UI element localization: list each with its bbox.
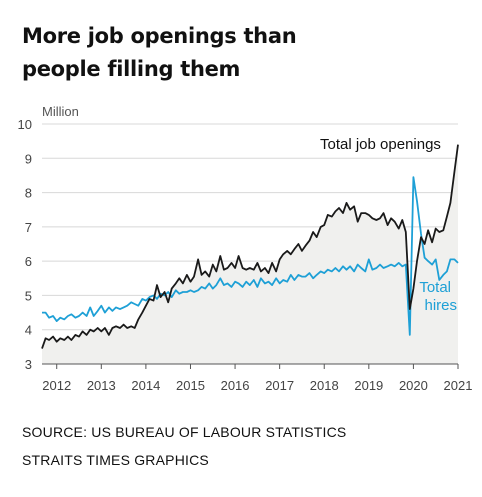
x-tick-label: 2016 bbox=[221, 378, 250, 393]
title-line-1: More job openings than bbox=[22, 24, 297, 48]
x-tick-label: 2013 bbox=[87, 378, 116, 393]
x-tick-label: 2021 bbox=[444, 378, 473, 393]
source-credit: SOURCE: US BUREAU OF LABOUR STATISTICS bbox=[22, 424, 347, 440]
y-tick-label: 8 bbox=[25, 186, 32, 201]
x-tick-label: 2019 bbox=[354, 378, 383, 393]
openings-area-fill bbox=[42, 144, 458, 364]
legend-label-total-hires-line2: hires bbox=[424, 297, 457, 314]
x-tick-label: 2012 bbox=[42, 378, 71, 393]
y-tick-label: 10 bbox=[18, 117, 32, 132]
x-tick-label: 2018 bbox=[310, 378, 339, 393]
x-tick-label: 2017 bbox=[265, 378, 294, 393]
x-tick-label: 2014 bbox=[131, 378, 160, 393]
y-tick-label: 6 bbox=[25, 254, 32, 269]
y-axis-label: Million bbox=[42, 104, 79, 119]
y-tick-label: 5 bbox=[25, 288, 32, 303]
series-line-total-job-openings bbox=[41, 144, 459, 349]
legend-label-total-hires: Total bbox=[419, 279, 451, 296]
legend-label-total-job-openings: Total job openings bbox=[320, 136, 441, 153]
series-line-total-hires bbox=[42, 176, 459, 336]
chart-title: More job openings than people filling th… bbox=[22, 20, 462, 86]
y-tick-label: 9 bbox=[25, 151, 32, 166]
y-tick-label: 4 bbox=[25, 323, 32, 338]
y-tick-label: 7 bbox=[25, 220, 32, 235]
y-axis-ticks: 3 4 5 6 7 8 9 10 bbox=[18, 117, 32, 372]
x-tick-label: 2020 bbox=[399, 378, 428, 393]
title-line-2: people filling them bbox=[22, 57, 241, 81]
graphics-credit: STRAITS TIMES GRAPHICS bbox=[22, 452, 209, 468]
x-axis-ticks: 2012 2013 2014 2015 2016 2017 2018 2019 2020 2021 bbox=[42, 364, 472, 393]
x-tick-label: 2015 bbox=[176, 378, 205, 393]
y-tick-label: 3 bbox=[25, 357, 32, 372]
